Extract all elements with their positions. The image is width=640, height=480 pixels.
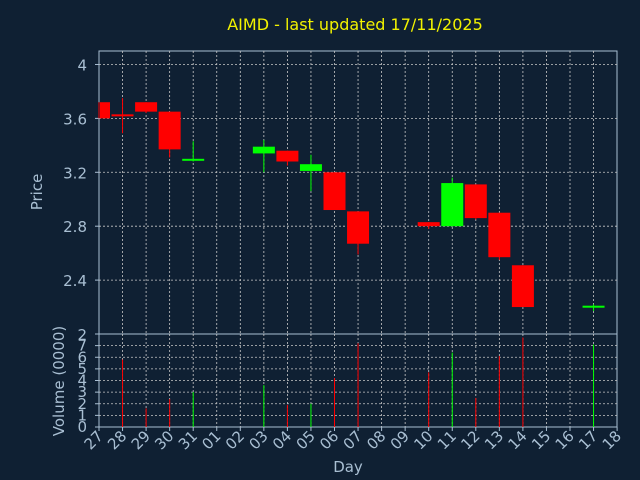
volume-tick-label: 7 xyxy=(77,337,87,355)
x-tick-label: 14 xyxy=(504,427,530,453)
candle-05 xyxy=(299,154,322,192)
x-tick-label: 12 xyxy=(457,427,483,453)
candle-12 xyxy=(464,184,487,220)
price-axis-label: Price xyxy=(28,174,46,211)
candle-17 xyxy=(582,304,605,312)
candle-body xyxy=(252,146,275,154)
volume-tick-label: 4 xyxy=(77,372,87,390)
candle-13 xyxy=(488,212,511,260)
volume-tick-label: 5 xyxy=(77,360,87,378)
candle-27 xyxy=(98,102,110,119)
x-tick-label: 28 xyxy=(104,427,130,453)
candle-body xyxy=(582,305,605,308)
price-tick-label: 4 xyxy=(77,56,87,74)
x-tick-label: 10 xyxy=(410,427,436,453)
x-tick-label: 06 xyxy=(316,427,342,453)
x-tick-label: 02 xyxy=(222,427,248,453)
price-panel: 4 3.6 3.2 2.8 2.4 2 xyxy=(63,50,618,344)
candle-06 xyxy=(323,172,346,211)
candle-body xyxy=(158,111,181,150)
candle-body xyxy=(441,183,464,227)
volume-tick-label: 2 xyxy=(77,395,87,413)
x-tick-label: 11 xyxy=(434,427,460,453)
volume-tick-label: 1 xyxy=(77,406,87,424)
candle-14 xyxy=(511,265,534,308)
candle-body xyxy=(511,265,534,308)
x-tick-label: 16 xyxy=(552,427,578,453)
price-tick-label: 2.8 xyxy=(63,218,87,236)
x-tick-label: 04 xyxy=(269,427,295,453)
candle-body xyxy=(182,158,205,161)
x-tick-label: 29 xyxy=(128,427,154,453)
x-tick-label: 30 xyxy=(151,427,177,453)
candle-body xyxy=(135,102,158,112)
x-tick-label: 31 xyxy=(175,427,201,453)
x-tick-label: 17 xyxy=(575,427,601,453)
x-tick-label: 08 xyxy=(363,427,389,453)
chart-title: AIMD - last updated 17/11/2025 xyxy=(227,15,483,34)
candle-28 xyxy=(111,98,134,134)
price-tick-label: 3.2 xyxy=(63,164,87,182)
candle-body xyxy=(299,164,322,171)
candle-30 xyxy=(158,111,181,158)
candle-body xyxy=(100,102,110,119)
x-tick-label: 01 xyxy=(198,427,224,453)
x-axis-label: Day xyxy=(333,458,363,476)
volume-tick-label: 0 xyxy=(77,418,87,436)
x-tick-label: 09 xyxy=(387,427,413,453)
candle-body xyxy=(276,150,299,162)
candle-body xyxy=(488,212,511,258)
candle-body xyxy=(417,222,440,227)
volume-tick-label: 6 xyxy=(77,348,87,366)
candle-03 xyxy=(252,139,275,173)
volume-axis-label: Volume (0000) xyxy=(50,326,68,436)
candle-31 xyxy=(182,141,205,162)
price-tick-label: 2.4 xyxy=(63,272,87,290)
price-tick-label: 2 xyxy=(77,326,87,344)
x-tick-label: 18 xyxy=(599,427,625,453)
x-axis: 2728293031010203040506070809101112131415… xyxy=(81,427,625,453)
candle-body xyxy=(347,211,370,244)
x-tick-label: 07 xyxy=(340,427,366,453)
candle-11 xyxy=(441,177,464,227)
candle-04 xyxy=(276,150,299,166)
candle-body xyxy=(111,114,134,117)
candle-10 xyxy=(417,222,440,229)
volume-tick-label: 3 xyxy=(77,383,87,401)
candle-body xyxy=(323,172,346,211)
price-tick-label: 3.6 xyxy=(63,110,87,128)
candle-body xyxy=(464,184,487,219)
candle-29 xyxy=(135,102,158,113)
x-tick-label: 13 xyxy=(481,427,507,453)
x-tick-label: 15 xyxy=(528,427,554,453)
candle-07 xyxy=(347,211,370,255)
x-tick-label: 05 xyxy=(293,427,319,453)
x-tick-label: 03 xyxy=(245,427,271,453)
